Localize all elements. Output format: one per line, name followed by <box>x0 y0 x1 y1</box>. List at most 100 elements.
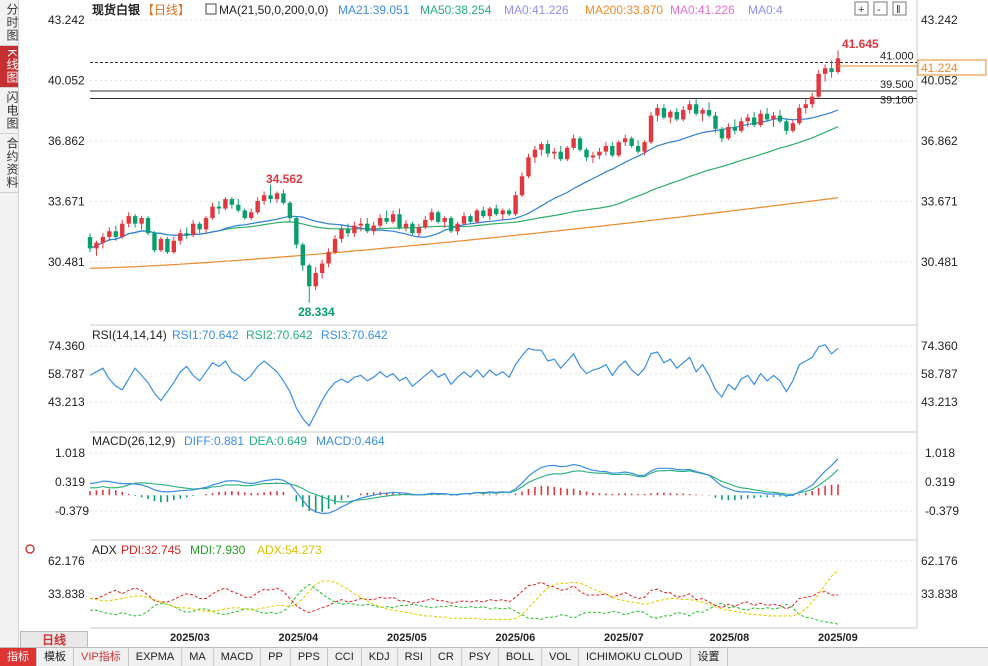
candle-body <box>403 223 409 228</box>
adx-y-tick-right: 33.838 <box>921 587 958 601</box>
candle-body <box>261 195 267 201</box>
tab-pp[interactable]: PP <box>261 648 291 666</box>
candle-body <box>642 142 647 152</box>
candle-body <box>590 155 596 158</box>
candle-body <box>726 126 731 139</box>
adx-settings-icon <box>25 544 35 554</box>
last-price-box <box>917 59 987 76</box>
candle-body <box>758 113 763 126</box>
candle-body <box>326 252 331 264</box>
candle-body <box>436 212 441 222</box>
candle-body <box>597 151 602 156</box>
tab-macd[interactable]: MACD <box>214 648 262 666</box>
ma-legend-value: MA0:41.226 <box>670 3 735 17</box>
candle-body <box>397 214 402 228</box>
adx-y-tick-left: 62.176 <box>48 554 85 568</box>
candle-body <box>113 231 118 237</box>
x-tick-label: 2025/05 <box>387 632 427 644</box>
candle-body <box>564 147 570 160</box>
candle-body <box>197 223 202 230</box>
tab-rsi[interactable]: RSI <box>398 648 431 666</box>
chart-canvas: 43.242 43.242 40.052 40.052 36.862 36.862 33.6… <box>25 0 987 644</box>
x-tick-label: 2025/04 <box>279 632 320 644</box>
candle-body <box>655 108 660 116</box>
macd-legend-dea: DEA:0.649 <box>249 434 307 448</box>
period-select-button[interactable]: 日线 <box>20 631 88 649</box>
candle-body <box>494 208 499 215</box>
pause-icon-glyph: ‖ <box>896 4 901 16</box>
candle-body <box>94 242 99 249</box>
candle-body <box>461 216 467 224</box>
candle-body <box>287 202 293 219</box>
candle-body <box>171 240 177 253</box>
candle-body <box>442 218 447 222</box>
tab-kline[interactable]: K线图 <box>0 46 19 89</box>
adx-pdi-line <box>90 581 838 613</box>
candle-body <box>797 108 802 124</box>
x-tick-label: 2025/08 <box>710 632 750 644</box>
x-tick-label: 2025/07 <box>604 632 644 644</box>
candle-body <box>713 115 718 129</box>
candle-body <box>268 195 273 200</box>
candle-body <box>539 144 544 150</box>
tab-kdj[interactable]: KDJ <box>362 648 398 666</box>
tab-template[interactable]: 模板 <box>37 648 74 666</box>
tab-boll[interactable]: BOLL <box>499 648 542 666</box>
tab-ma[interactable]: MA <box>182 648 214 666</box>
tab-contract-info[interactable]: 合约资料 <box>0 134 19 194</box>
candle-body <box>519 176 525 196</box>
candle-body <box>294 218 299 245</box>
candle-body <box>829 68 834 72</box>
tab-indicator[interactable]: 指标 <box>0 648 37 666</box>
candle-body <box>107 231 112 237</box>
y-tick-left: 33.671 <box>48 194 85 208</box>
macd-y-tick-left: -0.379 <box>55 504 89 518</box>
candle-body <box>365 223 370 232</box>
candle-body <box>545 144 551 154</box>
macd-dea-line <box>90 469 839 503</box>
candle-body <box>790 123 796 131</box>
candle-body <box>764 113 770 120</box>
tab-pps[interactable]: PPS <box>291 648 328 666</box>
candle-body <box>681 109 686 120</box>
candle-body <box>487 208 492 217</box>
candle-body <box>242 210 247 219</box>
tab-settings[interactable]: 设置 <box>691 648 728 666</box>
macd-y-tick-right: 1.018 <box>925 446 955 460</box>
tab-vol[interactable]: VOL <box>542 648 579 666</box>
y-tick-right: 36.862 <box>921 134 958 148</box>
candle-body <box>255 200 260 213</box>
ma-legend-value: MA0:4 <box>748 3 783 17</box>
tab-ichimoku[interactable]: ICHIMOKU CLOUD <box>579 648 691 666</box>
candle-body <box>481 210 486 217</box>
ma50-line <box>89 126 839 249</box>
y-tick-left: 30.481 <box>48 255 85 269</box>
candle-body <box>706 109 712 116</box>
candle-body <box>687 104 692 110</box>
tab-cci[interactable]: CCI <box>328 648 362 666</box>
candle-body <box>700 109 705 114</box>
rsi-title: RSI(14,14,14) <box>92 328 167 342</box>
tab-cr[interactable]: CR <box>431 648 462 666</box>
last-price-label: 41.224 <box>921 61 958 75</box>
rsi-y-tick-right: 74.360 <box>921 339 958 353</box>
candle-body <box>526 157 531 177</box>
tab-expma[interactable]: EXPMA <box>129 648 183 666</box>
tab-timeshare[interactable]: 分时图 <box>0 0 19 46</box>
zoom-out-icon-glyph: - <box>877 4 881 16</box>
rsi-y-tick-left: 58.787 <box>48 367 85 381</box>
rsi-y-tick-right: 43.213 <box>921 395 958 409</box>
candle-body <box>319 263 325 273</box>
candle-body <box>100 236 106 243</box>
candle-body <box>448 218 454 232</box>
candle-body <box>661 108 667 118</box>
tab-psy[interactable]: PSY <box>462 648 499 666</box>
macd-diff-line <box>89 458 839 515</box>
adx-y-tick-left: 33.838 <box>48 587 85 601</box>
tab-flash[interactable]: 闪电图 <box>0 88 19 135</box>
level-label-41: 41.000 <box>880 51 914 63</box>
candle-body <box>120 223 125 237</box>
tab-vip-indicator[interactable]: VIP指标 <box>74 648 129 666</box>
candle-body <box>274 193 280 200</box>
candle-body <box>571 138 576 148</box>
